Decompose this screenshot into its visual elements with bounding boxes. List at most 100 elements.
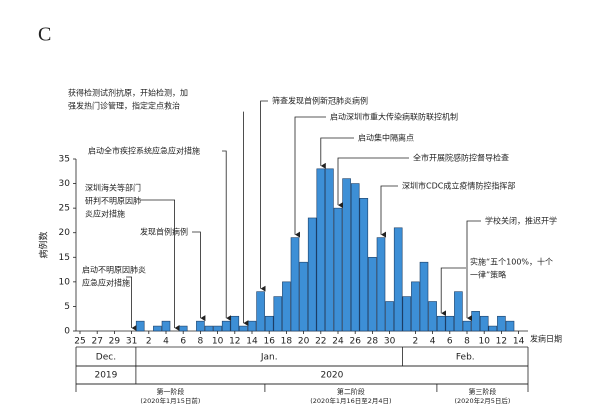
x-tick-label: 12	[229, 337, 240, 347]
x-tick-label: 18	[281, 337, 293, 347]
annotation-arrow	[126, 276, 137, 331]
bar	[488, 325, 498, 332]
bar	[273, 296, 283, 332]
bar	[307, 217, 317, 332]
annotation-text: 全市开展院感防控督导检查	[413, 153, 509, 163]
bar	[264, 315, 274, 332]
y-tick-label: 15	[59, 253, 70, 263]
annotation-text: 筛查发现首例新冠肺炎病例	[272, 96, 368, 106]
x-tick-label: 8	[464, 337, 470, 347]
bar	[299, 261, 308, 332]
bar	[411, 281, 420, 332]
x-tick-label: 4	[430, 337, 436, 347]
bar	[256, 291, 265, 332]
phase-name: 第一阶段	[156, 387, 184, 396]
bar	[419, 261, 429, 332]
year-label: 2020	[320, 371, 343, 381]
x-axis-label: 发病日期	[530, 334, 562, 344]
annotation-text: 发现首例病例	[140, 227, 188, 237]
bar	[342, 178, 351, 332]
x-tick-label: 24	[332, 337, 344, 347]
bar	[471, 311, 480, 332]
x-tick-label: 27	[91, 337, 102, 347]
x-tick-label: 16	[263, 337, 275, 347]
month-label: Jan.	[260, 353, 278, 363]
bar	[325, 168, 334, 332]
bar	[247, 320, 257, 332]
annotation-text: 研判不明原因肺	[85, 196, 141, 206]
annotation-text: 强发热门诊管理，指定定点救治	[68, 101, 180, 111]
bar	[196, 320, 205, 332]
y-axis-label: 病例数	[38, 231, 50, 258]
annotation-text: 应急应对措施	[82, 278, 130, 288]
annotation-text: 深圳市CDC成立疫情防控指挥部	[402, 181, 515, 191]
x-tick-label: 10	[478, 337, 490, 347]
bar	[402, 296, 412, 332]
phase-range: (2020年1月16日至2月4日)	[310, 396, 391, 405]
x-tick-label: 14	[246, 337, 258, 347]
annotation-text: 启动全市疾控系统应急应对措施	[88, 146, 200, 156]
annotation-text: 炎应对措施	[85, 209, 125, 219]
bar	[376, 237, 386, 332]
y-tick-label: 25	[59, 204, 70, 214]
x-tick-label: 31	[126, 337, 137, 347]
bar	[497, 315, 506, 332]
bar	[213, 325, 222, 332]
y-tick-label: 20	[59, 228, 71, 238]
bar	[454, 291, 463, 332]
bar	[359, 198, 369, 332]
year-label: 2019	[94, 371, 117, 381]
y-tick-label: 10	[59, 277, 71, 287]
annotation-arrow	[294, 116, 326, 238]
bar	[135, 320, 145, 332]
bar	[161, 320, 171, 332]
annotation-text: 学校关闭，推迟开学	[485, 216, 557, 226]
bar	[316, 168, 326, 332]
annotation-text: 启动不明原因肺炎	[82, 265, 146, 275]
x-tick-label: 22	[315, 337, 326, 347]
month-label: Feb.	[456, 353, 475, 363]
x-tick-label: 8	[198, 337, 204, 347]
bar	[282, 281, 291, 332]
y-tick-label: 30	[59, 179, 71, 189]
x-tick-label: 6	[447, 337, 453, 347]
bar	[462, 320, 472, 332]
x-tick-label: 14	[513, 337, 525, 347]
y-tick-label: 0	[64, 327, 70, 337]
annotation-text: 启动深圳市重大传染病联防联控机制	[330, 112, 458, 122]
annotation-text: 一律”策略	[470, 270, 506, 280]
x-tick-label: 30	[384, 337, 396, 347]
annotation-arrow	[222, 150, 232, 322]
phase-name: 第三阶段	[468, 387, 496, 396]
x-tick-label: 4	[163, 337, 169, 347]
annotation-arrow	[192, 231, 206, 322]
x-tick-label: 6	[180, 337, 186, 347]
bar	[393, 227, 403, 332]
x-tick-label: 29	[109, 337, 121, 347]
bar	[479, 315, 489, 332]
annotation-arrow	[140, 199, 180, 331]
y-tick-label: 5	[64, 302, 70, 312]
x-tick-label: 12	[496, 337, 507, 347]
bar	[230, 315, 240, 332]
annotation-arrow	[260, 100, 268, 292]
bar	[436, 315, 446, 332]
bar	[385, 301, 394, 332]
annotation-text: 启动集中隔离点	[358, 133, 414, 143]
bar	[153, 325, 162, 332]
phase-range: (2020年1月15日前)	[140, 396, 200, 405]
bar	[221, 320, 231, 332]
phase-name: 第二阶段	[337, 387, 365, 396]
bar	[290, 237, 300, 332]
x-tick-label: 2	[146, 337, 152, 347]
annotation-arrow	[380, 185, 398, 238]
bar	[204, 325, 214, 332]
annotation-arrow	[337, 157, 409, 209]
x-tick-label: 20	[298, 337, 310, 347]
x-tick-label: 10	[212, 337, 224, 347]
annotation-text: 实施“五个100%，十个	[470, 257, 553, 267]
bar	[368, 256, 377, 332]
x-tick-label: 26	[349, 337, 361, 347]
month-label: Dec.	[96, 353, 116, 363]
